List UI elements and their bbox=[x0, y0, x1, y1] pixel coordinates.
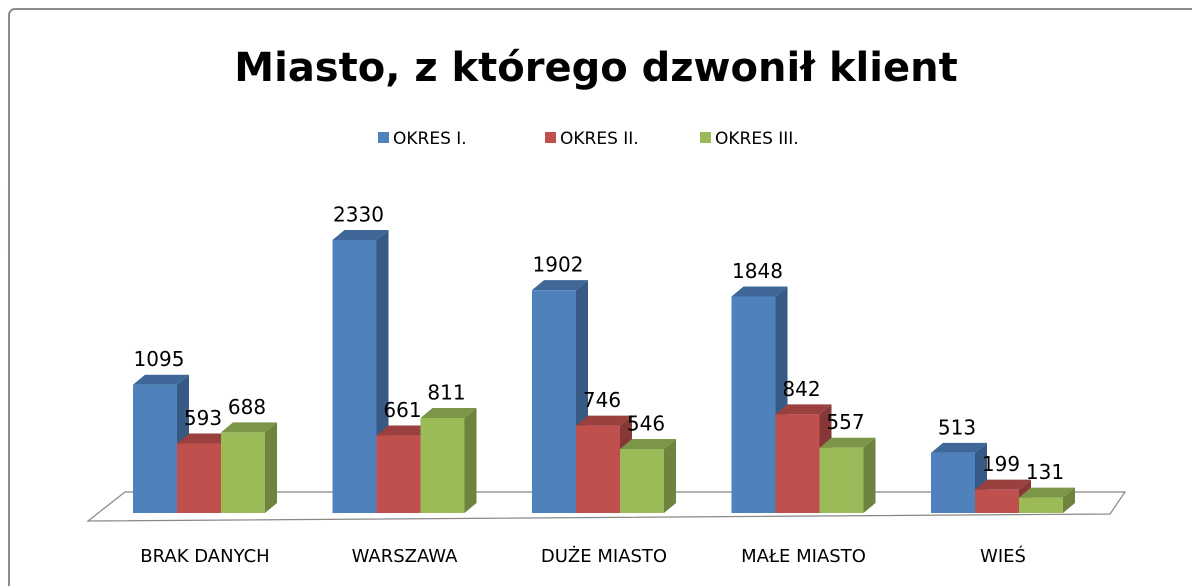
data-label: 2330 bbox=[333, 203, 384, 227]
bar bbox=[819, 447, 864, 513]
bar-top bbox=[420, 407, 477, 418]
legend-label: OKRES I. bbox=[393, 129, 467, 149]
bar-top bbox=[133, 374, 189, 385]
x-tick-label: DUŻE MIASTO bbox=[541, 546, 667, 567]
bar-side bbox=[265, 422, 277, 513]
bar bbox=[975, 489, 1019, 513]
legend-label: OKRES III. bbox=[715, 129, 799, 149]
bar-top bbox=[221, 422, 277, 433]
bar bbox=[576, 425, 620, 513]
bar-top bbox=[620, 439, 676, 450]
bar bbox=[133, 384, 177, 513]
bar bbox=[177, 443, 221, 513]
bar bbox=[532, 290, 576, 513]
legend-swatch bbox=[700, 132, 711, 143]
data-label: 1902 bbox=[533, 253, 584, 277]
bar bbox=[731, 296, 776, 513]
legend-label: OKRES II. bbox=[560, 129, 639, 149]
x-tick-label: MAŁE MIASTO bbox=[741, 546, 866, 567]
bar-top bbox=[532, 280, 588, 291]
data-label: 546 bbox=[627, 412, 665, 436]
bar bbox=[221, 432, 265, 513]
bar-top bbox=[1019, 487, 1075, 498]
data-label: 1095 bbox=[134, 347, 185, 371]
bar-top bbox=[775, 404, 832, 415]
bar-side bbox=[863, 437, 876, 513]
data-label: 557 bbox=[826, 410, 864, 434]
bar-top bbox=[731, 286, 788, 297]
bar-top bbox=[332, 230, 389, 240]
bar bbox=[931, 452, 975, 513]
legend-swatch bbox=[545, 132, 556, 143]
bar bbox=[620, 449, 664, 513]
data-label: 1848 bbox=[732, 259, 783, 283]
chart-border bbox=[8, 8, 1192, 586]
bar bbox=[420, 417, 465, 513]
data-label: 513 bbox=[938, 415, 976, 439]
bar-top bbox=[819, 437, 876, 448]
bar bbox=[332, 240, 377, 513]
x-tick-label: WARSZAWA bbox=[352, 546, 459, 567]
bar-side bbox=[464, 407, 477, 513]
x-tick-label: WIEŚ bbox=[980, 545, 1026, 567]
bar-side bbox=[664, 439, 676, 513]
bar-top bbox=[177, 433, 233, 444]
bar bbox=[775, 414, 820, 513]
x-tick-label: BRAK DANYCH bbox=[140, 546, 269, 567]
bar-top bbox=[931, 442, 987, 453]
bar bbox=[1019, 497, 1063, 513]
legend-swatch bbox=[378, 132, 389, 143]
chart-title: Miasto, z którego dzwonił klient bbox=[234, 45, 957, 91]
bar-top bbox=[975, 479, 1031, 490]
bar bbox=[376, 435, 421, 513]
data-label: 746 bbox=[583, 388, 621, 412]
data-label: 661 bbox=[383, 398, 421, 422]
bar-side bbox=[1063, 487, 1075, 513]
data-label: 199 bbox=[982, 452, 1020, 476]
data-label: 842 bbox=[782, 377, 820, 401]
data-label: 593 bbox=[184, 406, 222, 430]
data-label: 688 bbox=[228, 395, 266, 419]
bar-top bbox=[576, 415, 632, 426]
data-label: 811 bbox=[427, 380, 465, 404]
bar-top bbox=[376, 425, 433, 436]
data-label: 131 bbox=[1026, 460, 1064, 484]
